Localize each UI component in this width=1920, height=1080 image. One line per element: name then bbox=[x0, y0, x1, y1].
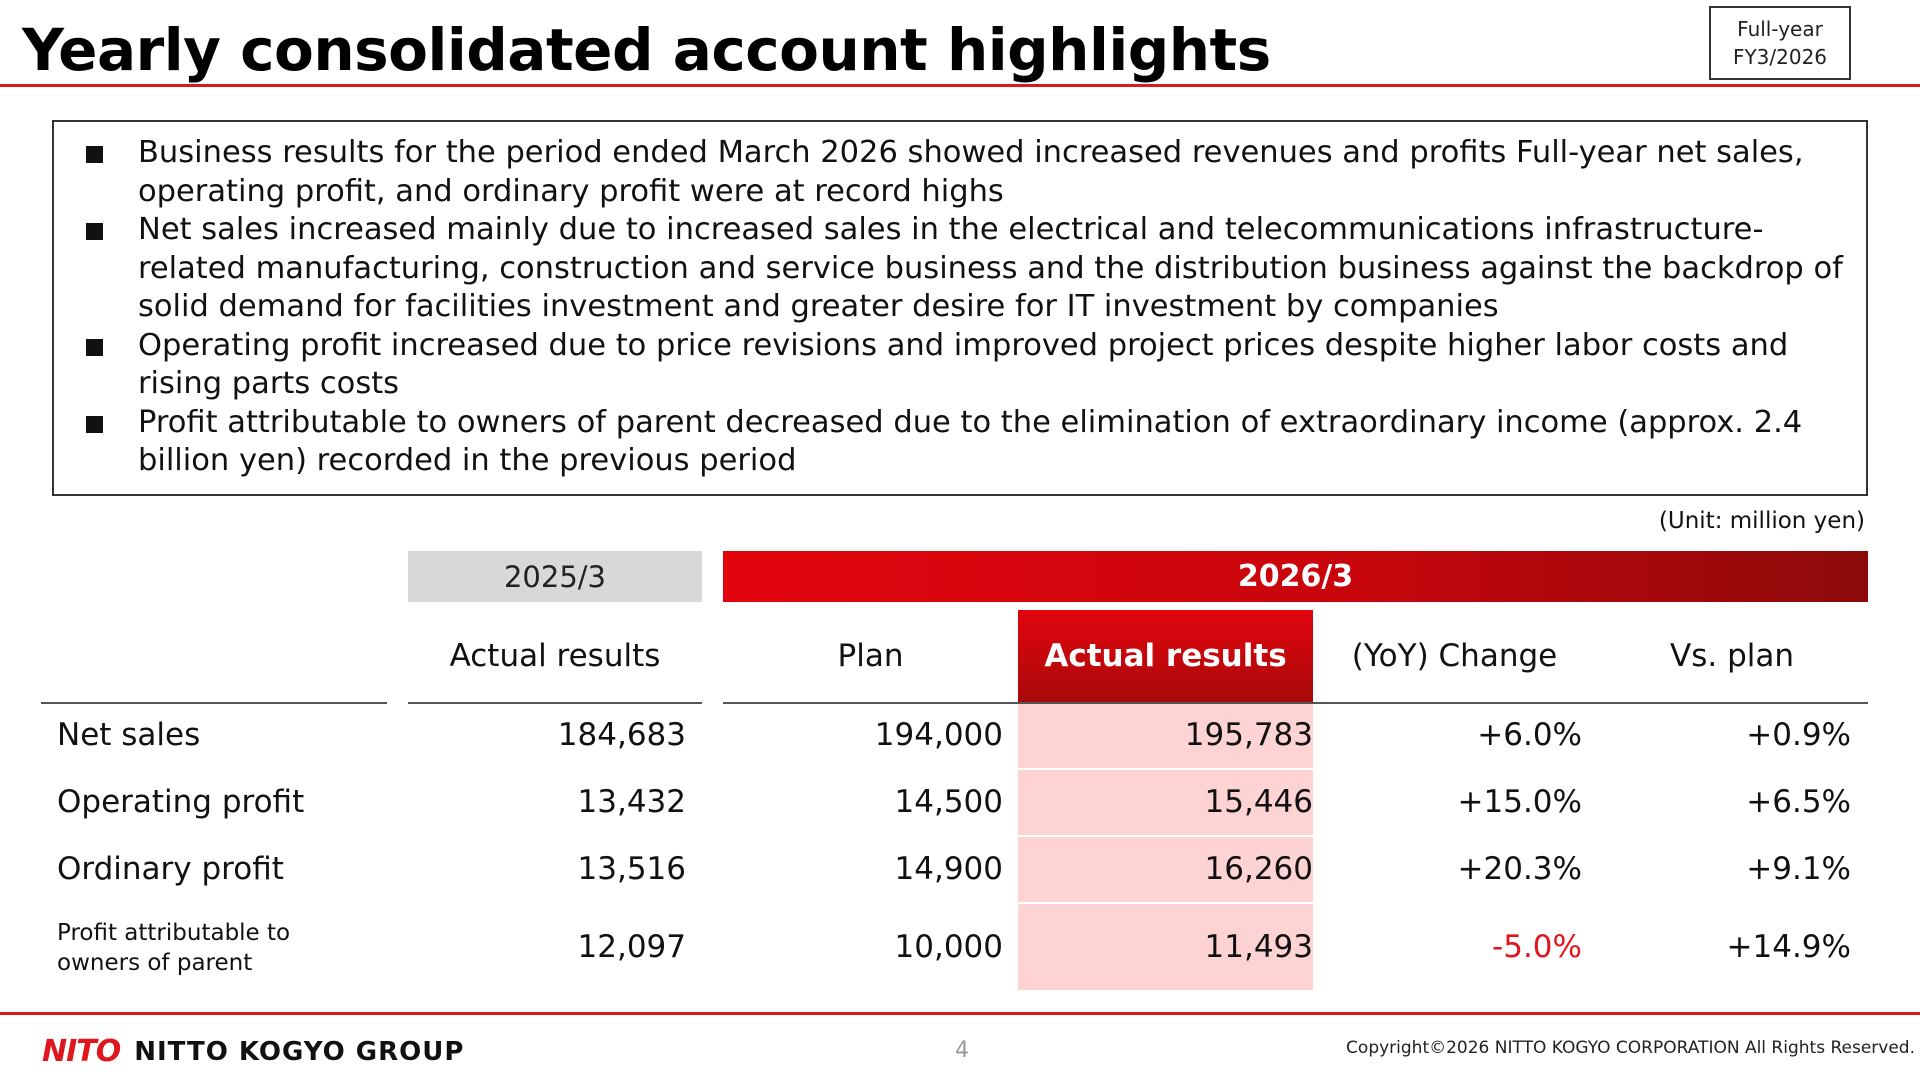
period-line-1: Full-year bbox=[1737, 17, 1823, 41]
row-gap bbox=[1018, 835, 1313, 837]
cell-ordinary-profit-vs-plan: +9.1% bbox=[1746, 851, 1851, 887]
summary-bullet: Profit attributable to owners of parent … bbox=[70, 404, 1846, 481]
col-header-actual-2026: Actual results bbox=[1018, 610, 1313, 702]
row-label-line-2: owners of parent bbox=[57, 950, 253, 976]
col-header-vs-plan: Vs. plan bbox=[1670, 638, 1794, 674]
period-badge: Full-year FY3/2026 bbox=[1709, 6, 1851, 80]
cell-operating-profit-plan: 14,500 bbox=[894, 784, 1003, 820]
title-divider bbox=[0, 84, 1920, 87]
label-col-divider bbox=[41, 702, 387, 704]
unit-label: (Unit: million yen) bbox=[1658, 508, 1865, 534]
row-gap bbox=[1018, 902, 1313, 904]
cell-net-sales-actual-2025: 184,683 bbox=[557, 717, 686, 753]
cell-ordinary-profit-actual-2026: 16,260 bbox=[1204, 851, 1313, 887]
actual-2026-highlight bbox=[1018, 704, 1313, 990]
square-bullet-icon bbox=[86, 223, 103, 240]
row-label-net-sales: Net sales bbox=[57, 717, 201, 753]
cell-profit-attributable-yoy: -5.0% bbox=[1492, 929, 1582, 965]
cell-ordinary-profit-actual-2025: 13,516 bbox=[577, 851, 686, 887]
col-2026-divider bbox=[723, 702, 1868, 704]
row-label-profit-attributable: Profit attributable to owners of parent bbox=[57, 918, 290, 978]
cell-operating-profit-yoy: +15.0% bbox=[1457, 784, 1582, 820]
period-line-2: FY3/2026 bbox=[1732, 45, 1828, 69]
cell-profit-attributable-actual-2026: 11,493 bbox=[1204, 929, 1313, 965]
bullet-text: Operating profit increased due to price … bbox=[138, 327, 1789, 402]
summary-bullet: Operating profit increased due to price … bbox=[70, 327, 1846, 404]
cell-net-sales-plan: 194,000 bbox=[874, 717, 1003, 753]
logo-text: NITTO KOGYO GROUP bbox=[134, 1036, 465, 1067]
cell-operating-profit-actual-2025: 13,432 bbox=[577, 784, 686, 820]
summary-bullet: Business results for the period ended Ma… bbox=[70, 134, 1846, 211]
page-title: Yearly consolidated account highlights bbox=[22, 16, 1271, 84]
group-header-2026: 2026/3 bbox=[723, 551, 1868, 602]
cell-operating-profit-actual-2026: 15,446 bbox=[1204, 784, 1313, 820]
col-header-actual-2025: Actual results bbox=[449, 638, 661, 674]
copyright: Copyright©2026 NITTO KOGYO CORPORATION A… bbox=[1346, 1038, 1915, 1058]
cell-net-sales-actual-2026: 195,783 bbox=[1184, 717, 1313, 753]
square-bullet-icon bbox=[86, 415, 103, 433]
col-2025-divider bbox=[408, 702, 702, 704]
cell-ordinary-profit-yoy: +20.3% bbox=[1457, 851, 1582, 887]
cell-net-sales-yoy: +6.0% bbox=[1477, 717, 1582, 753]
square-bullet-icon bbox=[86, 338, 103, 356]
col-header-yoy: (YoY) Change bbox=[1351, 638, 1558, 674]
logo-mark: NITO bbox=[42, 1034, 121, 1069]
cell-operating-profit-vs-plan: +6.5% bbox=[1746, 784, 1851, 820]
cell-profit-attributable-vs-plan: +14.9% bbox=[1726, 929, 1851, 965]
summary-bullets: Business results for the period ended Ma… bbox=[70, 134, 1846, 481]
cell-profit-attributable-plan: 10,000 bbox=[894, 929, 1003, 965]
summary-bullet: Net sales increased mainly due to increa… bbox=[70, 211, 1846, 327]
summary-box: Business results for the period ended Ma… bbox=[52, 120, 1868, 496]
col-header-plan: Plan bbox=[837, 638, 904, 674]
group-header-2025: 2025/3 bbox=[408, 551, 702, 602]
bullet-text: Profit attributable to owners of parent … bbox=[138, 404, 1803, 479]
footer-divider bbox=[0, 1012, 1920, 1015]
cell-ordinary-profit-plan: 14,900 bbox=[894, 851, 1003, 887]
row-label-ordinary-profit: Ordinary profit bbox=[57, 851, 284, 887]
company-logo: NITO NITTO KOGYO GROUP bbox=[42, 1034, 464, 1069]
cell-net-sales-vs-plan: +0.9% bbox=[1746, 717, 1851, 753]
bullet-text: Net sales increased mainly due to increa… bbox=[138, 212, 1843, 324]
bullet-text: Business results for the period ended Ma… bbox=[138, 135, 1804, 209]
page-number: 4 bbox=[955, 1038, 969, 1063]
square-bullet-icon bbox=[86, 146, 103, 163]
cell-profit-attributable-actual-2025: 12,097 bbox=[577, 929, 686, 965]
row-label-operating-profit: Operating profit bbox=[57, 784, 305, 820]
row-label-line-1: Profit attributable to bbox=[57, 920, 291, 946]
row-gap bbox=[1018, 768, 1313, 770]
